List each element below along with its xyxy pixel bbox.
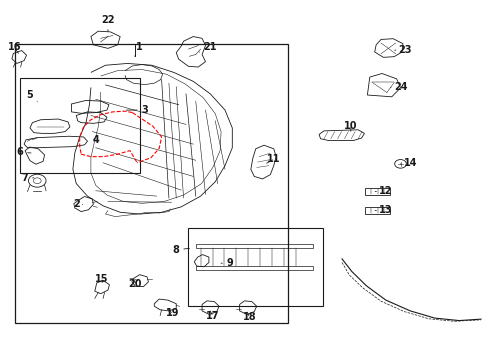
Text: 21: 21 [199, 42, 217, 52]
Text: 2: 2 [73, 199, 82, 210]
Text: 20: 20 [128, 279, 141, 289]
Text: 3: 3 [126, 105, 147, 115]
Text: 12: 12 [374, 186, 392, 197]
Bar [15, 44, 288, 323]
Text: 1: 1 [135, 42, 143, 56]
Text: 19: 19 [165, 309, 179, 318]
Text: 23: 23 [394, 45, 411, 55]
Text: 10: 10 [344, 121, 357, 131]
Text: 22: 22 [101, 15, 115, 32]
Text: 13: 13 [374, 206, 392, 216]
Text: 24: 24 [390, 82, 407, 93]
Text: 9: 9 [221, 258, 233, 268]
Text: 16: 16 [8, 42, 21, 53]
Text: 15: 15 [95, 274, 109, 284]
Text: 4: 4 [92, 135, 99, 145]
Text: 14: 14 [400, 158, 416, 168]
Text: 6: 6 [17, 147, 31, 157]
Bar [20, 78, 140, 173]
Text: 11: 11 [266, 154, 280, 164]
Text: 18: 18 [242, 312, 256, 322]
Bar [188, 228, 322, 306]
Text: 7: 7 [21, 173, 34, 183]
Text: 8: 8 [172, 245, 189, 255]
Text: 5: 5 [26, 90, 37, 102]
Text: 17: 17 [205, 311, 219, 320]
